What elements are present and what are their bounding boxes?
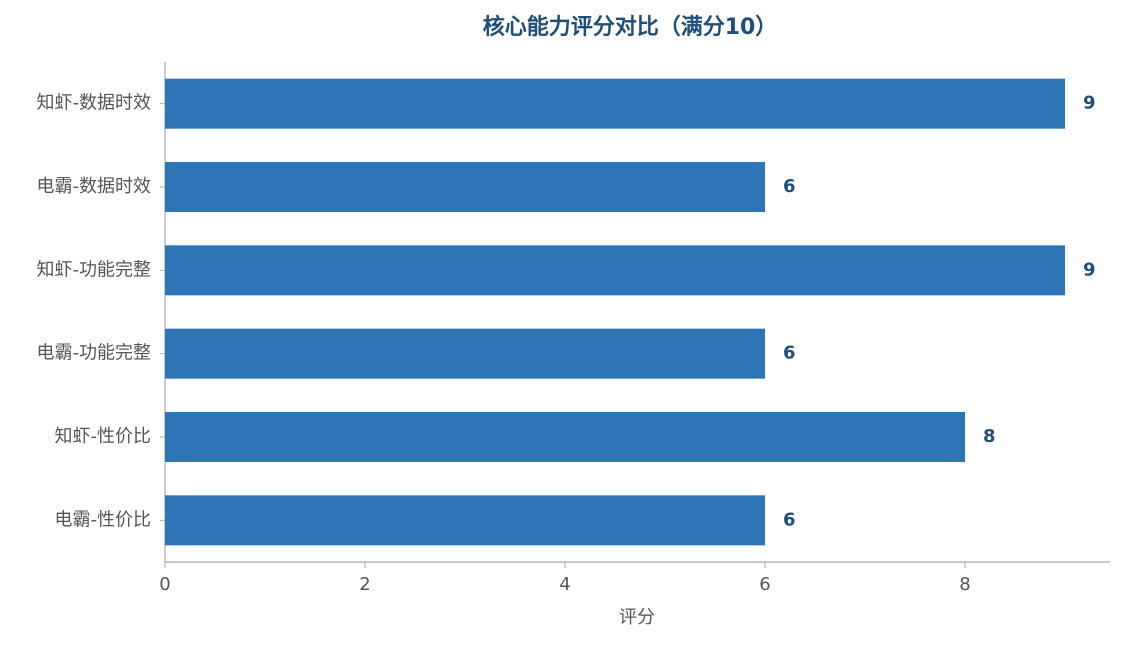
data-label: 6 [783,343,796,364]
bar [165,412,965,462]
bar [165,328,765,379]
bar [165,78,1065,129]
data-label: 9 [1083,259,1096,280]
bar [165,495,765,546]
y-tick-label: 知虾-数据时效 [37,93,152,114]
data-label: 6 [783,176,796,197]
x-tick-label: 0 [159,574,170,595]
data-label: 9 [1083,93,1096,114]
x-tick-label: 2 [359,574,370,595]
x-tick-label: 4 [559,574,570,595]
y-tick-label: 电霸-数据时效 [37,176,152,197]
chart-title: 核心能力评分对比（满分10） [483,14,778,40]
x-tick-label: 6 [759,574,770,595]
data-label: 6 [783,509,796,530]
y-tick-label: 电霸-性价比 [55,509,152,530]
y-tick-label: 知虾-性价比 [55,426,152,447]
bar [165,245,1065,296]
x-tick-label: 8 [959,574,970,595]
data-label: 8 [983,426,996,447]
y-tick-label: 知虾-功能完整 [37,259,152,280]
bar [165,162,765,212]
y-tick-label: 电霸-功能完整 [37,343,152,364]
x-axis-label: 评分 [619,607,655,628]
